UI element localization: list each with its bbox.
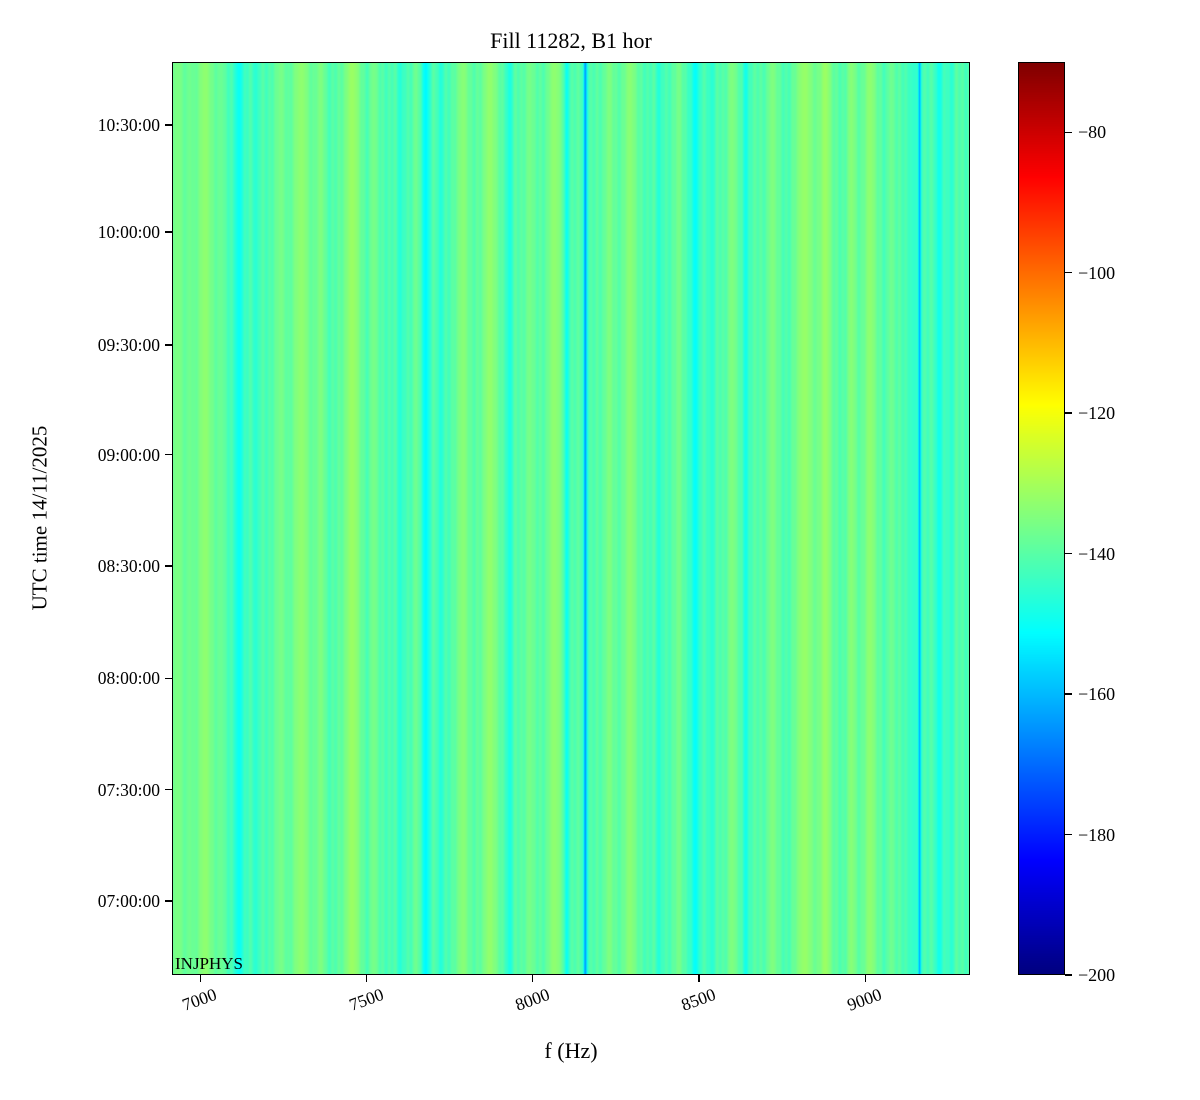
colorbar-tick-mark — [1065, 974, 1072, 976]
y-tick-mark — [165, 231, 172, 233]
y-tick-mark — [165, 453, 172, 456]
x-tick-label: 8000 — [512, 983, 552, 1015]
x-tick-label: 7500 — [345, 983, 386, 1015]
heatmap-plot-area: INJPHYS — [172, 62, 970, 975]
x-tick-mark — [698, 975, 700, 982]
y-tick-label: 09:00:00 — [97, 444, 160, 465]
colorbar-tick-mark — [1065, 412, 1072, 414]
y-tick-mark — [165, 344, 172, 346]
colorbar-canvas — [1019, 63, 1064, 974]
y-tick-mark — [165, 124, 172, 126]
y-tick-label: 07:00:00 — [97, 891, 160, 912]
y-tick-label: 07:30:00 — [97, 779, 160, 800]
y-tick-label: 08:00:00 — [97, 668, 160, 689]
x-tick-mark — [365, 975, 368, 982]
y-tick-mark — [165, 788, 172, 791]
colorbar-tick-label: −140 — [1078, 543, 1116, 564]
colorbar-tick-label: −200 — [1078, 965, 1116, 985]
colorbar-tick-label: −180 — [1078, 824, 1116, 845]
x-tick-label: 7000 — [179, 983, 220, 1015]
colorbar-tick-mark — [1065, 271, 1072, 274]
y-tick-label: 09:30:00 — [97, 335, 160, 356]
colorbar-tick-label: −100 — [1078, 262, 1116, 283]
y-tick-label: 08:30:00 — [97, 555, 160, 576]
colorbar-tick-label: −80 — [1078, 122, 1107, 143]
chart-title: Fill 11282, B1 hor — [490, 28, 652, 53]
y-tick-mark — [165, 677, 172, 679]
y-axis-label: UTC time 14/11/2025 — [27, 425, 52, 611]
colorbar-tick-mark — [1065, 131, 1072, 133]
y-tick-mark — [165, 565, 172, 567]
colorbar-tick-label: −120 — [1078, 403, 1116, 424]
heatmap-canvas — [173, 63, 969, 974]
x-tick-mark — [199, 975, 201, 982]
colorbar-tick-mark — [1065, 833, 1072, 836]
x-tick-mark — [532, 975, 534, 982]
beam-mode-annotation: INJPHYS — [175, 954, 244, 973]
x-tick-label: 9000 — [844, 983, 885, 1015]
y-tick-label: 10:00:00 — [97, 221, 160, 242]
colorbar-tick-mark — [1065, 552, 1072, 555]
colorbar — [1018, 62, 1065, 975]
y-tick-label: 10:30:00 — [97, 114, 160, 135]
x-tick-mark — [864, 975, 866, 982]
x-axis-label: f (Hz) — [544, 1038, 598, 1063]
x-tick-label: 8500 — [678, 983, 719, 1015]
colorbar-tick-mark — [1065, 693, 1072, 695]
colorbar-tick-label: −160 — [1078, 684, 1116, 705]
y-tick-mark — [165, 900, 172, 902]
